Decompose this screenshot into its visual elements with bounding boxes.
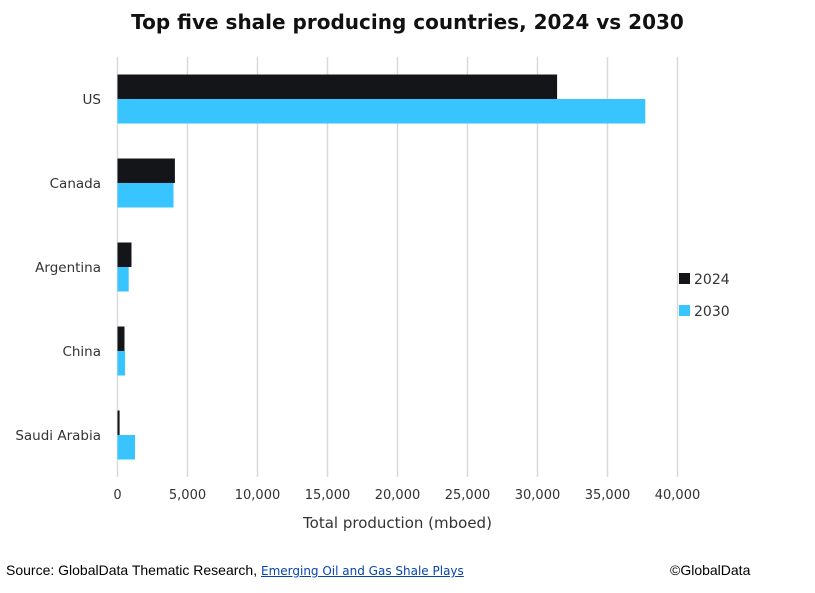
source-note: Source: GlobalData Thematic Research, Em… (6, 562, 464, 578)
x-tick-label: 5,000 (169, 488, 206, 503)
legend-label-2030: 2030 (694, 304, 730, 320)
legend-swatch-2024 (679, 273, 690, 284)
x-tick-label: 10,000 (235, 488, 281, 503)
bar-2024-canada (117, 158, 175, 183)
bar-2024-argentina (117, 242, 132, 267)
x-tick-label: 20,000 (375, 488, 421, 503)
bar-2030-argentina (117, 267, 129, 292)
y-category-label: Canada (50, 176, 101, 192)
legend-swatch-2030 (679, 305, 690, 316)
y-category-label: China (62, 344, 101, 360)
x-tick-label: 30,000 (515, 488, 561, 503)
bar-2030-china (117, 351, 126, 376)
bar-2030-canada (117, 183, 174, 208)
y-category-label: US (83, 92, 101, 108)
x-tick-label: 40,000 (655, 488, 701, 503)
x-tick-label: 15,000 (305, 488, 351, 503)
source-prefix: Source: GlobalData Thematic Research, (6, 562, 258, 578)
legend-label-2024: 2024 (694, 272, 730, 288)
y-category-label: Argentina (35, 260, 101, 276)
bar-2030-us (117, 99, 646, 124)
x-tick-label: 35,000 (585, 488, 631, 503)
bar-2024-saudi-arabia (117, 410, 120, 435)
source-link[interactable]: Emerging Oil and Gas Shale Plays (260, 564, 464, 578)
bar-chart: 0 5,000 10,000 15,000 20,000 25,000 30,000 35,0… (15, 57, 730, 532)
bar-2024-us (117, 74, 558, 99)
x-axis-label: Total production (mboed) (302, 514, 492, 532)
bar-2030-saudi-arabia (117, 435, 135, 460)
bar-2024-china (117, 326, 125, 351)
x-tick-label: 25,000 (445, 488, 491, 503)
copyright: ©GlobalData (670, 562, 751, 578)
x-tick-label: 0 (113, 488, 121, 503)
chart-title: Top five shale producing countries, 2024… (131, 10, 684, 34)
y-category-label: Saudi Arabia (15, 428, 101, 444)
